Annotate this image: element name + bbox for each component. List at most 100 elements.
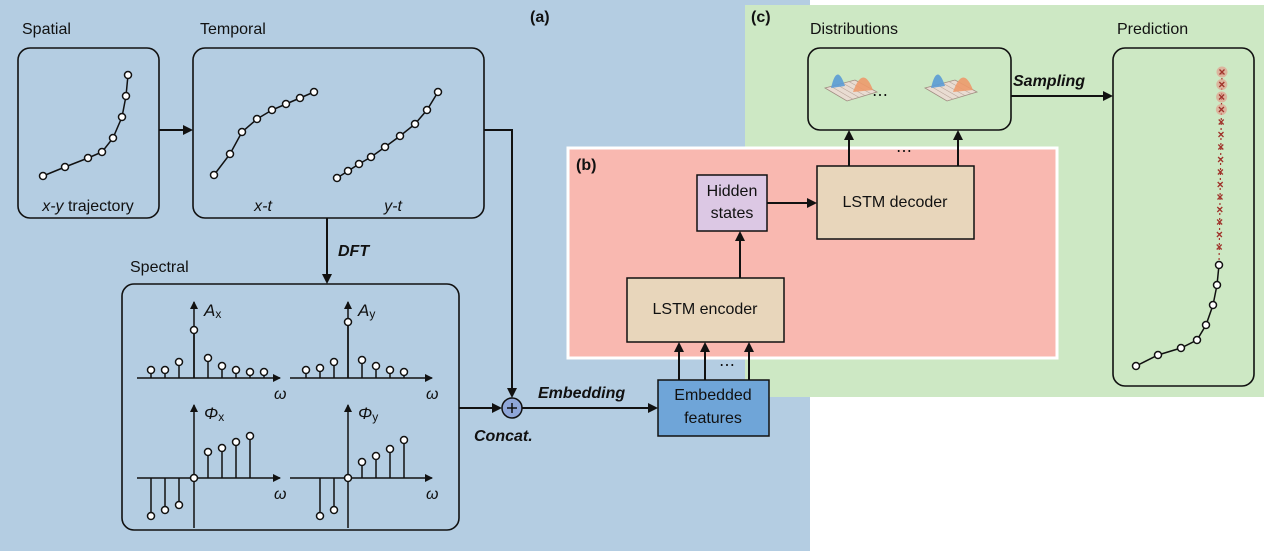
point (1178, 345, 1185, 352)
section-label: Spatial (22, 21, 71, 38)
point (85, 155, 92, 162)
stem-head (191, 327, 198, 334)
stem-head (373, 363, 380, 370)
ellipsis: ⋯ (872, 87, 888, 104)
node-label: LSTM encoder (653, 301, 759, 318)
axis-symbol: Φ (204, 404, 218, 423)
edge-label: Embedding (538, 385, 625, 402)
stem-head (345, 475, 352, 482)
stem-head (401, 369, 408, 376)
plot-label-part: trajectory (64, 198, 134, 215)
point (382, 144, 389, 151)
section-label: Distributions (810, 21, 898, 38)
stem-head (233, 367, 240, 374)
point (119, 114, 126, 121)
plot-label-part: x-y (41, 198, 64, 215)
point (269, 107, 276, 114)
node-label: Hidden (707, 183, 758, 200)
plot-label: x-y trajectory (41, 198, 134, 215)
stem-head (317, 513, 324, 520)
point (123, 93, 130, 100)
stem-head (247, 433, 254, 440)
stem-head (176, 502, 183, 509)
stem-head (162, 507, 169, 514)
point (110, 135, 117, 142)
node-label: Embedded (674, 387, 751, 404)
stem-head (359, 357, 366, 364)
diagram: (a) (b) (c) Spatial Temporal Spectral Di… (0, 0, 1264, 551)
point (1133, 363, 1140, 370)
point (62, 164, 69, 171)
stem-head (205, 355, 212, 362)
point (297, 95, 304, 102)
ellipsis: ⋯ (719, 357, 735, 374)
stem-head (219, 445, 226, 452)
edge-label: Sampling (1013, 73, 1085, 90)
point (1210, 302, 1217, 309)
node-label: states (711, 205, 754, 222)
point (283, 101, 290, 108)
stem-head (401, 437, 408, 444)
node-label: LSTM decoder (843, 194, 949, 211)
stem-head (205, 449, 212, 456)
panel-label: (b) (576, 157, 596, 174)
point (368, 154, 375, 161)
point (435, 89, 442, 96)
stem-head (247, 369, 254, 376)
point (1216, 262, 1223, 269)
stem-head (331, 507, 338, 514)
panel-label: (a) (530, 9, 550, 26)
axis-sub: x (215, 307, 221, 321)
point (211, 172, 218, 179)
point (1214, 282, 1221, 289)
point (227, 151, 234, 158)
stem-head (191, 475, 198, 482)
stem-head (317, 365, 324, 372)
point (1155, 352, 1162, 359)
stem-head (261, 369, 268, 376)
stem-head (303, 367, 310, 374)
point (356, 161, 363, 168)
section-label: Prediction (1117, 21, 1188, 38)
point (424, 107, 431, 114)
point (311, 89, 318, 96)
point (397, 133, 404, 140)
axis-symbol: Φ (358, 404, 372, 423)
section-label: Spectral (130, 259, 189, 276)
axis-sub: x (218, 410, 224, 424)
axis-label: ω (274, 386, 286, 403)
edge-label: DFT (338, 243, 370, 260)
axis-label: ω (426, 386, 438, 403)
stem-head (345, 319, 352, 326)
stem-head (331, 359, 338, 366)
stem-head (219, 363, 226, 370)
point (254, 116, 261, 123)
edge-label: Concat. (474, 428, 533, 445)
stem-head (176, 359, 183, 366)
point (239, 129, 246, 136)
plot-label: y-t (383, 198, 402, 215)
plot-label: x-t (253, 198, 272, 215)
point (99, 149, 106, 156)
axis-symbol: A (357, 301, 369, 320)
node-label: features (684, 410, 742, 427)
panel-label: (c) (751, 9, 771, 26)
stem-head (162, 367, 169, 374)
point (1203, 322, 1210, 329)
ellipsis: ⋯ (896, 143, 912, 160)
point (334, 175, 341, 182)
stem-head (359, 459, 366, 466)
axis-label: ω (274, 486, 286, 503)
stem-head (148, 367, 155, 374)
point (345, 168, 352, 175)
axis-symbol: A (203, 301, 215, 320)
point (1194, 337, 1201, 344)
section-label: Temporal (200, 21, 266, 38)
stem-head (233, 439, 240, 446)
axis-sub: y (372, 410, 378, 424)
stem-head (387, 367, 394, 374)
point (40, 173, 47, 180)
point (412, 121, 419, 128)
stem-head (373, 453, 380, 460)
stem-head (387, 446, 394, 453)
